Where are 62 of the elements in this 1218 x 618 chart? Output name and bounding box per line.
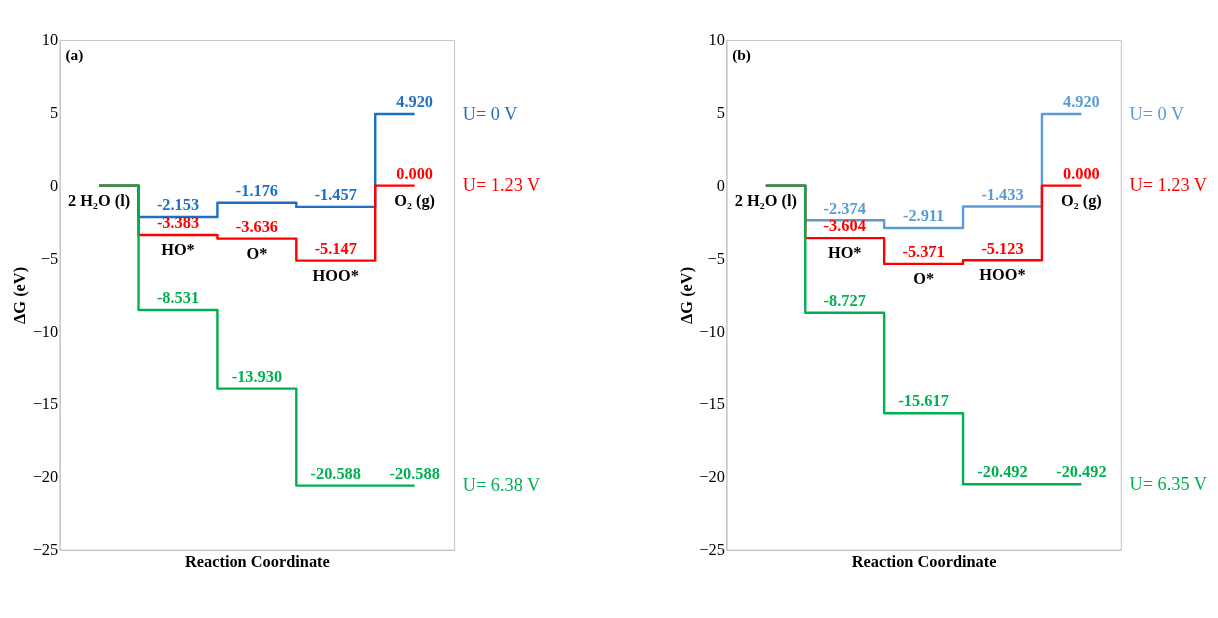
annotation: O₂ (g) bbox=[394, 190, 436, 210]
data-label: -5.371 bbox=[902, 242, 945, 262]
y-tick-label: −25 bbox=[699, 540, 725, 560]
text: U= 0 V bbox=[462, 103, 518, 124]
y-tick-label: 10 bbox=[708, 30, 725, 50]
annotation: HOO* bbox=[979, 265, 1026, 285]
y-tick-label: −20 bbox=[699, 467, 725, 487]
data-label: -20.588 bbox=[389, 463, 440, 483]
y-tick-label: −5 bbox=[707, 248, 725, 268]
y-tick-label: 0 bbox=[50, 175, 59, 195]
data-label: -1.176 bbox=[235, 181, 278, 201]
data-label: 4.920 bbox=[396, 92, 434, 112]
annotation: O* bbox=[246, 243, 268, 263]
data-label: -13.930 bbox=[231, 366, 283, 386]
text: U= 1.23 V bbox=[462, 175, 541, 196]
y-tick-label: 5 bbox=[716, 103, 725, 123]
y-axis-title: ΔG (eV) bbox=[9, 266, 29, 324]
chart-title: (b) bbox=[732, 46, 751, 65]
y-tick-label: −25 bbox=[32, 540, 59, 560]
data-label: -15.617 bbox=[898, 391, 949, 411]
text: U= 6.35 V bbox=[1129, 473, 1207, 494]
data-label: -8.727 bbox=[823, 291, 866, 311]
data-label: 0.000 bbox=[1062, 163, 1100, 183]
data-label: -2.911 bbox=[902, 206, 945, 226]
y-tick-label: 0 bbox=[716, 175, 725, 195]
data-label: -20.588 bbox=[310, 463, 361, 483]
y-tick-label: −10 bbox=[32, 321, 59, 341]
data-label: -3.636 bbox=[235, 216, 278, 236]
y-tick-label: 5 bbox=[50, 103, 59, 123]
data-label: -20.492 bbox=[1056, 462, 1107, 482]
x-axis-title: Reaction Coordinate bbox=[184, 551, 330, 571]
data-label: -3.383 bbox=[156, 213, 200, 233]
data-label: -1.457 bbox=[314, 185, 357, 205]
y-tick-label: −15 bbox=[699, 394, 725, 414]
data-label: -3.604 bbox=[823, 216, 866, 236]
data-label: -1.433 bbox=[981, 184, 1024, 204]
annotation: HOO* bbox=[312, 265, 359, 285]
chart-title: (a) bbox=[65, 46, 84, 65]
data-label: -2.153 bbox=[156, 195, 200, 215]
y-tick-label: −5 bbox=[40, 248, 59, 268]
y-tick-label: −20 bbox=[32, 467, 59, 487]
data-label: 0.000 bbox=[396, 163, 434, 183]
data-label: -8.531 bbox=[156, 288, 200, 308]
annotation: HO* bbox=[161, 240, 195, 260]
data-label: -2.374 bbox=[823, 198, 866, 218]
data-label: -5.147 bbox=[314, 238, 357, 258]
x-axis-title: Reaction Coordinate bbox=[851, 551, 997, 571]
text: U= 6.38 V bbox=[462, 475, 541, 496]
data-label: -5.123 bbox=[981, 238, 1024, 258]
data-label: -20.492 bbox=[977, 462, 1028, 482]
annotation: O₂ (g) bbox=[1061, 190, 1102, 210]
text: U= 1.23 V bbox=[1129, 175, 1207, 196]
annotation: 2 H₂O (l) bbox=[734, 190, 797, 210]
y-axis-title: ΔG (eV) bbox=[676, 266, 696, 324]
annotation: HO* bbox=[827, 243, 862, 263]
y-tick-label: −10 bbox=[699, 321, 725, 341]
y-tick-label: 10 bbox=[41, 30, 59, 50]
data-label: 4.920 bbox=[1062, 92, 1100, 112]
annotation: 2 H₂O (l) bbox=[68, 190, 131, 210]
y-tick-label: −15 bbox=[32, 394, 59, 414]
text: U= 0 V bbox=[1129, 103, 1185, 124]
annotation: O* bbox=[913, 269, 935, 289]
